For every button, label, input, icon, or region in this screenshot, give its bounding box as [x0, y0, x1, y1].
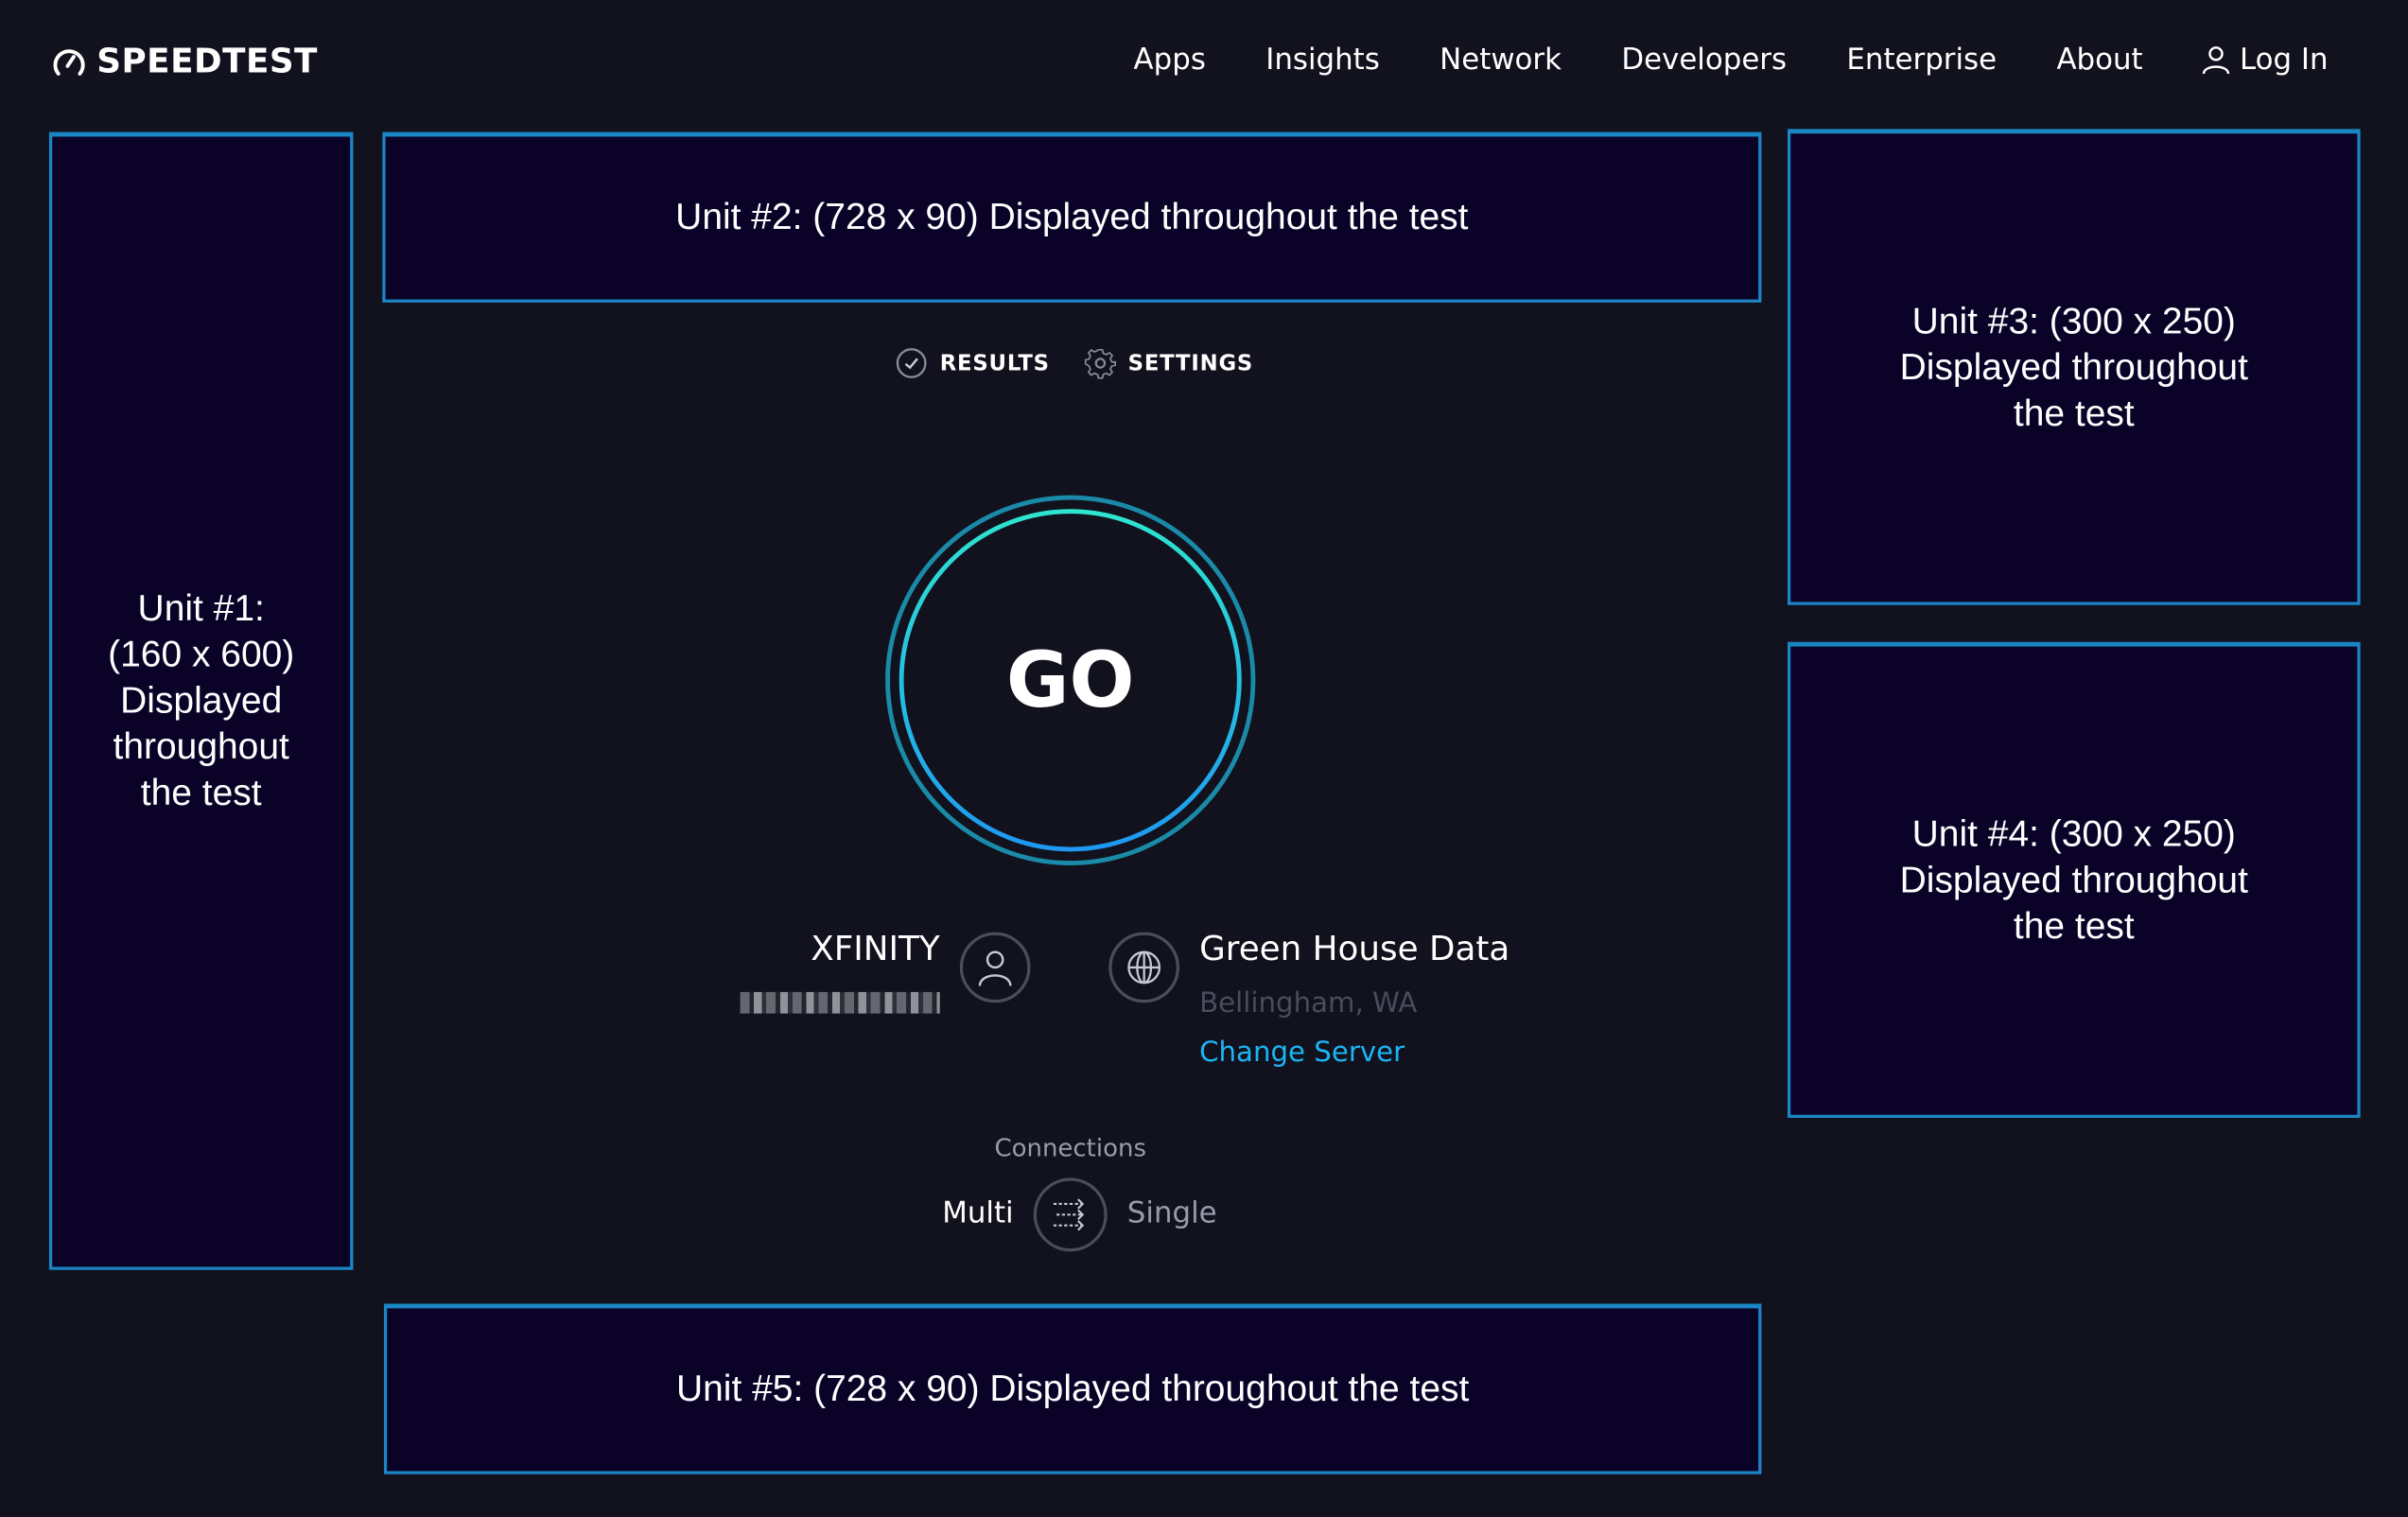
connections-label: Connections	[994, 1133, 1146, 1163]
ad-unit-1[interactable]: Unit #1: (160 x 600) Displayed throughou…	[48, 131, 354, 1270]
login-label: Log In	[2239, 43, 2329, 78]
server-name: Green House Data	[1199, 930, 1510, 969]
settings-label: SETTINGS	[1127, 351, 1254, 375]
nav-developers[interactable]: Developers	[1621, 43, 1788, 78]
isp-name: XFINITY	[811, 930, 940, 969]
connections-multi[interactable]: Multi	[942, 1195, 1014, 1230]
go-label: GO	[1005, 636, 1135, 725]
speedometer-icon	[53, 48, 85, 76]
go-ring	[885, 495, 1256, 865]
connections-single[interactable]: Single	[1126, 1195, 1217, 1230]
brand-name: SPEEDTEST	[96, 43, 318, 82]
check-circle-icon	[896, 348, 927, 378]
speedtest-logo[interactable]: SPEEDTEST	[51, 43, 318, 81]
tab-settings[interactable]: SETTINGS	[1084, 347, 1254, 379]
nav-enterprise[interactable]: Enterprise	[1846, 43, 1998, 78]
ad-unit-3[interactable]: Unit #3: (300 x 250) Displayed throughou…	[1787, 129, 2361, 605]
ad-unit-2[interactable]: Unit #2: (728 x 90) Displayed throughout…	[382, 131, 1762, 303]
ad-unit-4[interactable]: Unit #4: (300 x 250) Displayed throughou…	[1787, 641, 2361, 1119]
ad-unit-5[interactable]: Unit #5: (728 x 90) Displayed throughout…	[383, 1303, 1762, 1474]
tab-results[interactable]: RESULTS	[896, 347, 1050, 379]
results-label: RESULTS	[939, 351, 1050, 375]
multi-arrows-icon	[1053, 1198, 1085, 1231]
connections-toggle[interactable]	[1033, 1177, 1108, 1252]
view-tabs: RESULTS SETTINGS	[896, 347, 1253, 379]
go-button[interactable]: GO	[884, 495, 1256, 866]
nav-network[interactable]: Network	[1440, 43, 1562, 78]
user-icon	[2203, 46, 2230, 75]
gear-icon	[1084, 348, 1116, 379]
isp-user-icon	[959, 932, 1031, 1003]
nav-apps[interactable]: Apps	[1133, 43, 1206, 78]
nav-insights[interactable]: Insights	[1265, 43, 1380, 78]
redacted-ip	[740, 991, 940, 1014]
login-link[interactable]: Log In	[2203, 43, 2329, 77]
top-nav: Apps Insights Network Developers Enterpr…	[1134, 43, 2329, 77]
server-globe-icon[interactable]	[1108, 932, 1180, 1003]
server-location: Bellingham, WA	[1199, 987, 1418, 1020]
change-server-link[interactable]: Change Server	[1199, 1036, 1405, 1070]
nav-about[interactable]: About	[2056, 43, 2143, 78]
